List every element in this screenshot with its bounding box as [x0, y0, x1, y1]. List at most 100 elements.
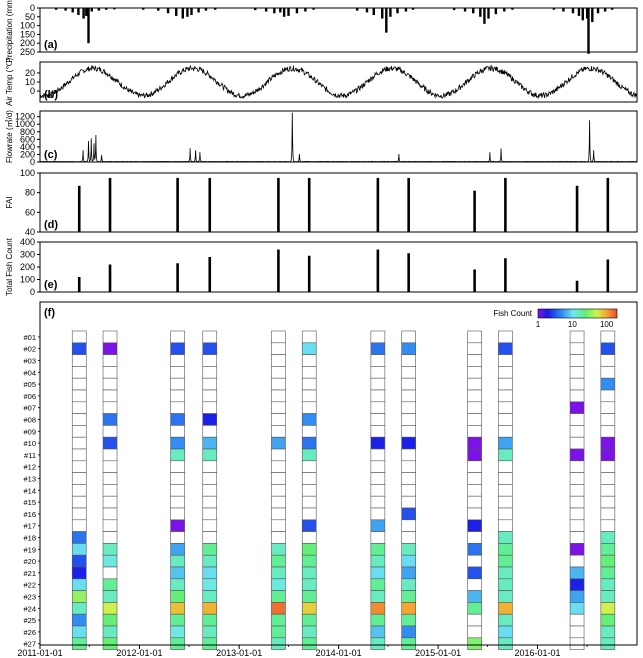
- panel-5: 0 100 200 300 400 (e) Total Fish Count: [5, 237, 638, 297]
- fish-count-bar: [575, 280, 579, 292]
- fish-count-bar: [307, 255, 311, 292]
- heatmap-cell: [498, 484, 513, 497]
- precip-bar: [142, 8, 145, 10]
- panel-label: (a): [44, 39, 58, 51]
- heatmap-cell: [301, 401, 317, 414]
- heatmap-cell: [271, 637, 286, 650]
- heatmap-cell: [600, 377, 616, 391]
- heatmap-cell: [71, 543, 87, 556]
- fai-bar: [575, 185, 579, 232]
- fish-count-bar: [176, 263, 179, 292]
- heatmap-cell: [170, 448, 185, 462]
- heatmap-cell: [467, 448, 482, 462]
- heatmap-cell: [569, 543, 585, 556]
- colorbar: [537, 308, 618, 319]
- heatmap-cell: [498, 590, 513, 603]
- heatmap-cell: [102, 637, 118, 650]
- y-tick-label: 0: [30, 287, 35, 297]
- heatmap-cell: [170, 602, 185, 615]
- precip-bar: [581, 8, 584, 21]
- precip-bar: [181, 8, 184, 19]
- heatmap-cell: [202, 543, 218, 556]
- y-axis-label: FAI: [5, 196, 14, 208]
- heatmap-cell: [71, 578, 87, 591]
- row-label: #26: [23, 628, 36, 637]
- heatmap-cell: [301, 554, 317, 568]
- heatmap-cell: [569, 436, 585, 450]
- heatmap-cell: [600, 401, 616, 414]
- heatmap-cell: [202, 495, 218, 509]
- fai-bar: [108, 177, 112, 232]
- x-tick-label: 2012-01-01: [116, 648, 162, 658]
- heatmap-cell: [301, 366, 317, 379]
- precip-bar: [479, 8, 482, 17]
- heatmap-cell: [467, 613, 482, 627]
- heatmap-cell: [498, 566, 513, 580]
- heatmap-cell: [301, 354, 317, 367]
- heatmap-cell: [202, 637, 218, 650]
- y-tick-label: 10: [25, 77, 35, 87]
- heatmap-cell: [202, 625, 218, 639]
- y-tick-label: 0: [30, 157, 35, 167]
- heatmap-cell: [202, 354, 218, 367]
- heatmap-cell: [301, 625, 317, 639]
- heatmap-cell: [467, 354, 482, 367]
- heatmap-cell: [170, 436, 185, 450]
- heatmap-cell: [202, 484, 218, 497]
- heatmap-cell: [370, 519, 386, 532]
- fai-bar: [277, 177, 280, 232]
- precip-bar: [452, 8, 456, 11]
- heatmap-cell: [569, 484, 585, 497]
- heatmap-cell: [271, 590, 286, 603]
- heatmap-cell: [498, 613, 513, 627]
- y-tick-label: 200: [20, 149, 35, 159]
- heatmap-cell: [202, 472, 218, 485]
- heatmap-cell: [271, 531, 286, 544]
- heatmap-cell: [498, 578, 513, 591]
- precip-bar: [157, 8, 160, 11]
- y-tick-label: 20: [25, 68, 35, 78]
- heatmap-cell: [271, 613, 286, 627]
- heatmap-cell: [271, 484, 286, 497]
- fai-bar: [77, 185, 81, 232]
- row-label: #24: [23, 604, 36, 613]
- heatmap-cell: [170, 366, 185, 379]
- precip-bar: [591, 8, 594, 23]
- precip-bar: [396, 8, 399, 14]
- heatmap-cell: [202, 554, 218, 568]
- heatmap-cell: [401, 625, 416, 639]
- heatmap-cell: [569, 566, 585, 580]
- heatmap-cell: [102, 330, 118, 344]
- row-label: #15: [23, 498, 36, 507]
- heatmap-cell: [301, 425, 317, 438]
- heatmap-cell: [600, 554, 616, 568]
- row-label: #08: [23, 416, 36, 425]
- precip-bar: [273, 8, 276, 14]
- heatmap-cell: [467, 366, 482, 379]
- colorbar-tick-label: 10: [568, 320, 577, 329]
- heatmap-cell: [71, 625, 87, 639]
- heatmap-cell: [301, 637, 317, 650]
- heatmap-cell: [401, 401, 416, 414]
- heatmap-cell: [370, 448, 386, 462]
- heatmap-cell: [170, 413, 185, 426]
- heatmap-cell: [271, 578, 286, 591]
- heatmap-cell: [170, 566, 185, 580]
- y-tick-label: 0: [30, 86, 35, 96]
- heatmap-cell: [569, 354, 585, 367]
- heatmap-cell: [71, 590, 87, 603]
- row-label: #23: [23, 593, 36, 602]
- fai-bar: [208, 177, 212, 232]
- heatmap-cell: [467, 495, 482, 509]
- precip-bar: [562, 8, 565, 12]
- row-label: #13: [23, 475, 36, 484]
- heatmap-cell: [370, 602, 386, 615]
- precip-bar: [82, 8, 85, 19]
- x-tick-label: 2014-01-01: [316, 648, 362, 658]
- precip-bar: [71, 8, 74, 13]
- heatmap-cell: [498, 554, 513, 568]
- heatmap-cell: [569, 602, 585, 615]
- heatmap-cell: [569, 637, 585, 650]
- heatmap-cell: [600, 484, 616, 497]
- heatmap-cell: [467, 566, 482, 580]
